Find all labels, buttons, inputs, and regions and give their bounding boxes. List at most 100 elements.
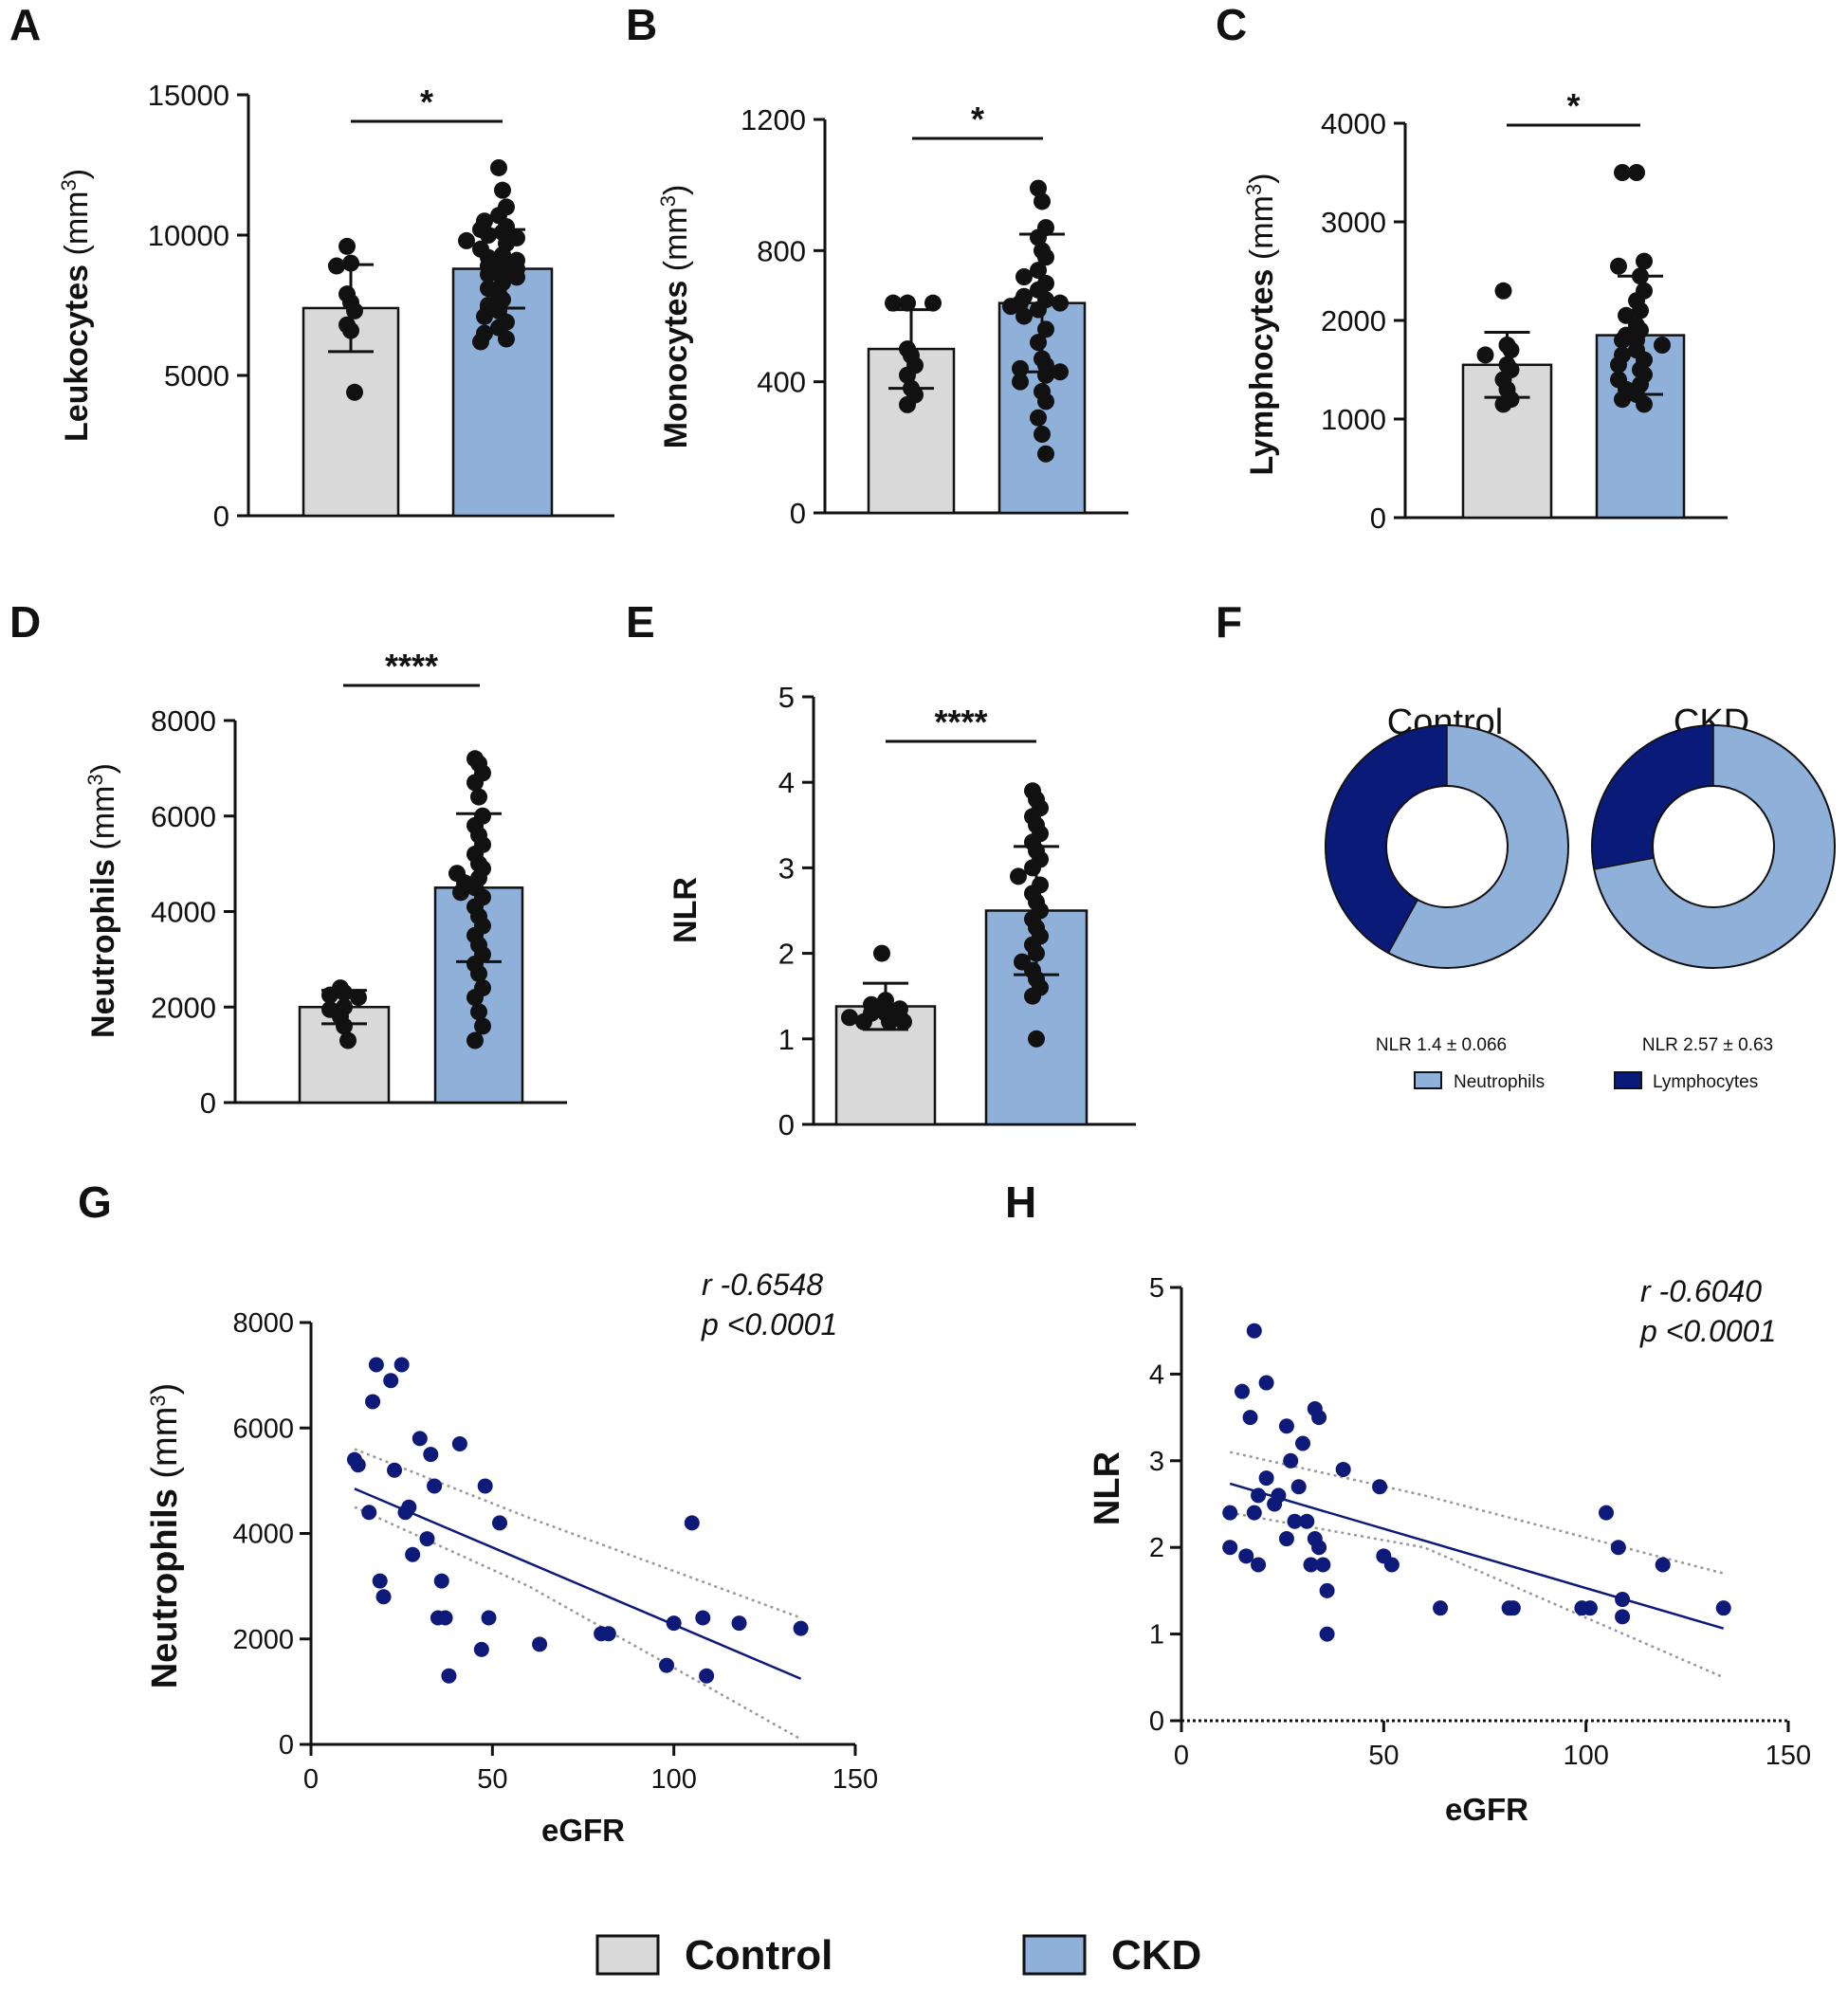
x-tick-label: 50 [477, 1764, 507, 1795]
scatter-point [1615, 1609, 1631, 1625]
x-tick-label: 150 [1766, 1741, 1811, 1771]
scatter-point [1315, 1557, 1331, 1573]
scatter-point [477, 1478, 493, 1494]
y-axis-label: Leukocytes (mm3) [57, 169, 95, 442]
y-tick-label: 5 [778, 681, 795, 714]
scatter-point [1655, 1557, 1671, 1573]
scatter-point [1599, 1505, 1614, 1521]
p-value: p <0.0001 [1639, 1314, 1776, 1348]
control-point [1494, 395, 1512, 413]
scatter-point [1222, 1540, 1238, 1556]
significance-stars: **** [934, 703, 987, 741]
y-tick-label: 4000 [1321, 107, 1386, 140]
y-tick-label: 2000 [151, 991, 216, 1024]
scatter-point [481, 1610, 497, 1626]
y-axis-label: Neutrophils (mm3) [83, 763, 121, 1038]
x-tick-label: 50 [1368, 1741, 1399, 1771]
y-tick-label: 3 [1149, 1447, 1164, 1477]
y-axis-label: Lymphocytes (mm3) [1242, 173, 1280, 476]
ckd-point [1015, 268, 1033, 285]
ckd-point [472, 333, 489, 351]
ckd-point [470, 964, 487, 982]
y-tick-label: 0 [200, 1086, 216, 1120]
r-value: r -0.6548 [702, 1268, 823, 1302]
ckd-point [1614, 164, 1631, 181]
ckd-point [470, 1003, 487, 1021]
ckd-point [1002, 298, 1019, 316]
y-tick-label: 0 [279, 1730, 294, 1761]
panel-label-f: F [1216, 597, 1242, 647]
scatter-point [1582, 1600, 1598, 1616]
scatter-point [1303, 1557, 1319, 1573]
y-axis-label: Monocytes (mm3) [656, 185, 694, 449]
ckd-point [1610, 356, 1627, 374]
control-point [336, 1017, 353, 1035]
ckd-point [1052, 294, 1069, 312]
legend-control-swatch [595, 1934, 660, 1976]
scatter-point [1372, 1479, 1388, 1495]
ckd-point [467, 1031, 484, 1049]
ckd-point [1614, 331, 1631, 349]
nlr-note: NLR 2.57 ± 0.63 [1642, 1035, 1773, 1055]
scatter-point [433, 1573, 449, 1589]
ckd-point [494, 181, 511, 199]
scatter-point [1278, 1418, 1294, 1434]
scatter-point [393, 1357, 410, 1373]
ckd-point [1037, 392, 1054, 411]
panel-label-a: A [9, 0, 41, 49]
ci-lower [1229, 1511, 1725, 1679]
scatter-point [1610, 1540, 1626, 1556]
ckd-point [1015, 307, 1033, 325]
scatter-point [1251, 1557, 1267, 1573]
ckd-point [458, 231, 475, 249]
scatter-point [427, 1478, 443, 1494]
scatter-point [491, 1515, 507, 1531]
ci-upper [354, 1448, 802, 1619]
panel-e: E 0 1 2 3 4 5 NLR **** [626, 597, 1136, 1141]
scatter-point [419, 1531, 435, 1547]
scatter-point [412, 1431, 428, 1447]
legend-neutrophils-swatch [1414, 1071, 1442, 1089]
panel-b: B 0 400 800 1200 Monocytes (mm3) * [626, 0, 1128, 530]
scatter-point [532, 1636, 548, 1652]
y-tick-label: 4 [1149, 1359, 1164, 1390]
scatter-point [1278, 1531, 1294, 1547]
control-point [899, 294, 916, 312]
y-tick-label: 6000 [151, 800, 216, 833]
panel-d: D 0 2000 4000 6000 8000 Neutrophils (mm3) **** [9, 597, 567, 1120]
ckd-point [476, 307, 493, 325]
x-tick-label: 150 [833, 1764, 878, 1795]
ckd-point [1028, 1030, 1045, 1048]
control-point [339, 1031, 357, 1049]
y-tick-label: 5000 [164, 359, 229, 392]
scatter-point [731, 1615, 747, 1632]
scatter-point [1715, 1600, 1731, 1616]
scatter-point [350, 1457, 366, 1473]
panel-c: C 0 1000 2000 3000 4000 Lymphocytes (mm3) * [1216, 0, 1728, 535]
y-tick-label: 4 [778, 766, 795, 799]
ckd-point [490, 158, 507, 176]
ckd-point [1030, 334, 1047, 352]
y-tick-label: 10000 [148, 219, 229, 252]
y-axis-label: Neutrophils (mm3) [145, 1383, 185, 1689]
control-point [1476, 346, 1494, 364]
ckd-point [474, 1017, 491, 1035]
scatter-point [441, 1668, 457, 1684]
panel-label-d: D [9, 597, 41, 647]
regression-line [354, 1487, 802, 1680]
scatter-point [1246, 1505, 1262, 1521]
legend-ckd-swatch [1022, 1934, 1087, 1976]
ckd-point [1024, 859, 1041, 877]
ckd-point [467, 989, 484, 1007]
scatter-point [473, 1641, 489, 1657]
scatter-point [1335, 1461, 1351, 1477]
donut-hole [1385, 785, 1509, 908]
ckd-point [1628, 164, 1645, 181]
control-point [899, 395, 916, 413]
panel-label-h: H [1005, 1177, 1036, 1227]
panel-a: A 0 5000 10000 15000 Leukocytes (mm3) * [9, 0, 614, 533]
scatter-point [1433, 1600, 1449, 1616]
y-tick-label: 0 [213, 500, 229, 533]
scatter-point [1290, 1479, 1307, 1495]
